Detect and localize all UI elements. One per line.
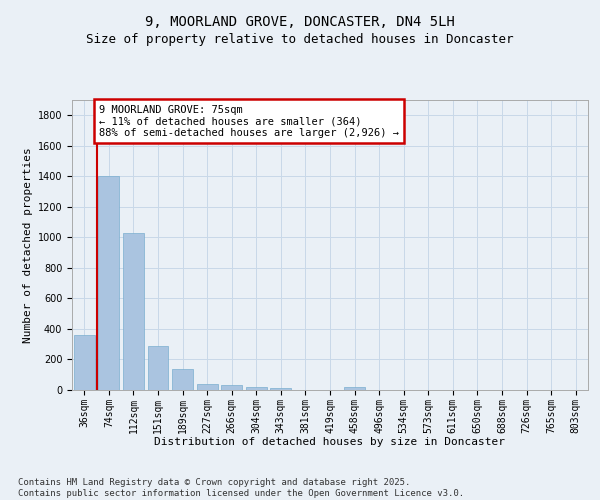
Bar xyxy=(148,346,169,390)
Bar xyxy=(172,370,193,390)
Bar xyxy=(123,233,144,390)
Bar xyxy=(246,387,267,390)
Y-axis label: Number of detached properties: Number of detached properties xyxy=(23,147,34,343)
Bar xyxy=(197,384,218,390)
Bar xyxy=(221,385,242,390)
Bar xyxy=(344,387,365,390)
Bar xyxy=(98,176,119,390)
Text: Size of property relative to detached houses in Doncaster: Size of property relative to detached ho… xyxy=(86,32,514,46)
X-axis label: Distribution of detached houses by size in Doncaster: Distribution of detached houses by size … xyxy=(155,437,505,447)
Text: 9, MOORLAND GROVE, DONCASTER, DN4 5LH: 9, MOORLAND GROVE, DONCASTER, DN4 5LH xyxy=(145,15,455,29)
Bar xyxy=(271,388,292,390)
Bar xyxy=(74,335,95,390)
Text: 9 MOORLAND GROVE: 75sqm
← 11% of detached houses are smaller (364)
88% of semi-d: 9 MOORLAND GROVE: 75sqm ← 11% of detache… xyxy=(99,104,399,138)
Text: Contains HM Land Registry data © Crown copyright and database right 2025.
Contai: Contains HM Land Registry data © Crown c… xyxy=(18,478,464,498)
